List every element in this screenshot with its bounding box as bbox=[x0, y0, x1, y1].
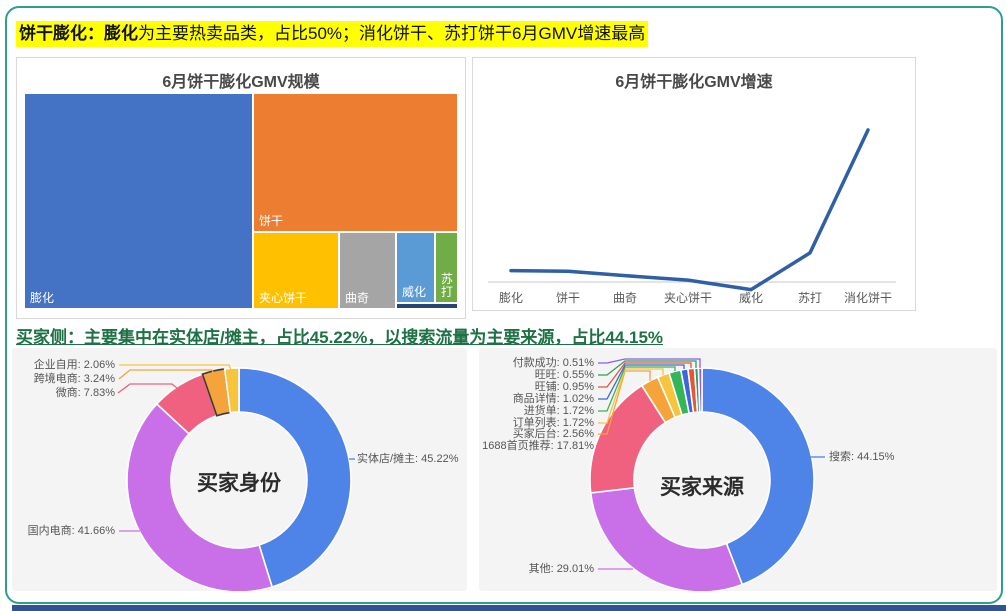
treemap-cell-label: 苏打 bbox=[441, 272, 454, 299]
donut-leader-line bbox=[117, 383, 178, 394]
donut-leader-line bbox=[598, 360, 697, 376]
donut-leader-line bbox=[598, 362, 692, 388]
donut-label-搜索: 搜索: 44.15% bbox=[829, 451, 895, 463]
treemap-cell-苏打: 苏打 bbox=[436, 233, 457, 302]
x-axis-tick-label: 饼干 bbox=[556, 291, 580, 305]
donut-label-微商: 微商: 7.83% bbox=[55, 387, 115, 399]
headline-biscuit-summary: 饼干膨化：膨化为主要热卖品类，占比50%；消化饼干、苏打饼干6月GMV增速最高 bbox=[16, 21, 649, 47]
donut-leader-line bbox=[595, 435, 614, 447]
donut-segment-实体店/摊主 bbox=[238, 367, 352, 588]
donut-label-1688首页推荐: 1688首页推荐: 17.81% bbox=[482, 440, 594, 452]
headline-rest-part: 为主要热卖品类，占比50%；消化饼干、苏打饼干6月GMV增速最高 bbox=[138, 24, 646, 43]
treemap-cell-label: 膨化 bbox=[30, 291, 55, 305]
treemap-title: 6月饼干膨化GMV规模 bbox=[162, 74, 320, 91]
donut-leader-line bbox=[598, 364, 685, 400]
treemap-cell-曲奇: 曲奇 bbox=[340, 233, 395, 308]
donut-segment-其他 bbox=[589, 486, 744, 591]
gmv-growth-line bbox=[509, 128, 870, 292]
report-page: 饼干膨化：膨化为主要热卖品类，占比50%；消化饼干、苏打饼干6月GMV增速最高 … bbox=[5, 6, 1003, 604]
donut-label-旺旺: 旺旺: 0.55% bbox=[534, 369, 594, 381]
buyer-source-donut-panel: 买家来源 搜索: 44.15% 其他: 29.01% 1688首页推荐: 17.81… bbox=[479, 348, 997, 591]
donut-leader-line bbox=[598, 358, 701, 368]
treemap-cell-膨化: 膨化 bbox=[25, 94, 252, 308]
donut-segment-企业自用 bbox=[223, 367, 240, 414]
donut-leader-line bbox=[598, 368, 664, 424]
treemap-cell-夹心饼干: 夹心饼干 bbox=[254, 233, 338, 308]
next-section-edge-bar bbox=[12, 605, 1006, 611]
donut-label-其他: 其他: 29.01% bbox=[528, 563, 594, 575]
buyer-source-center-title: 买家来源 bbox=[660, 476, 744, 499]
donut-segment-付款成功 bbox=[697, 367, 703, 413]
line-chart-card: 6月饼干膨化GMV增速 膨化 饼干 曲奇 夹心饼干 威化 苏打 消化饼干 bbox=[472, 57, 916, 311]
donut-leader-line bbox=[118, 369, 215, 380]
donut-label-商品详情: 商品详情: 1.02% bbox=[512, 393, 594, 405]
buyer-identity-center-title: 买家身份 bbox=[197, 472, 281, 495]
x-axis-tick-label: 夹心饼干 bbox=[664, 291, 712, 305]
donut-label-买家后台: 买家后台: 2.56% bbox=[512, 428, 594, 440]
buyer-identity-donut bbox=[117, 364, 355, 591]
treemap-plot: 膨化 饼干夹心饼干 曲奇 威化 苏打 bbox=[25, 94, 457, 310]
x-axis-tick-label: 膨化 bbox=[499, 291, 523, 305]
treemap-cell bbox=[397, 304, 457, 308]
donut-label-订单列表: 订单列表: 1.72% bbox=[512, 417, 594, 429]
buyer-source-donut bbox=[589, 358, 825, 591]
line-chart-title: 6月饼干膨化GMV增速 bbox=[615, 74, 773, 91]
line-chart-plot: 膨化 饼干 曲奇 夹心饼干 威化 苏打 消化饼干 bbox=[488, 128, 896, 305]
donut-label-付款成功: 付款成功: 0.51% bbox=[512, 357, 594, 369]
donut-segment-搜索 bbox=[701, 367, 815, 586]
headline-bold-part: 饼干膨化：膨化 bbox=[19, 24, 138, 43]
donut-label-跨境电商: 跨境电商: 3.24% bbox=[33, 373, 115, 385]
treemap-chart-card: 6月饼干膨化GMV规模 膨化 饼干夹心饼干 曲奇 威化 苏打 bbox=[16, 57, 466, 319]
x-axis-tick-label: 威化 bbox=[739, 291, 763, 305]
donut-label-实体店/摊主: 实体店/摊主: 45.22% bbox=[357, 453, 459, 465]
donut-label-国内电商: 国内电商: 41.66% bbox=[27, 525, 115, 537]
donut-label-旺铺: 旺铺: 0.95% bbox=[534, 381, 594, 393]
treemap-cell-威化: 威化 bbox=[397, 233, 434, 302]
treemap-cell-label: 饼干 bbox=[259, 214, 284, 228]
treemap-cell-饼干: 饼干 bbox=[254, 94, 457, 231]
treemap-cell-label: 曲奇 bbox=[345, 291, 370, 305]
treemap-cell-label: 夹心饼干 bbox=[259, 291, 308, 305]
donut-label-进货单: 进货单: 1.72% bbox=[523, 405, 594, 417]
buyer-identity-donut-panel: 买家身份 实体店/摊主: 45.22% 国内电商: 41.66% 微商: 7.83%… bbox=[12, 348, 467, 591]
x-axis-tick-label: 苏打 bbox=[798, 291, 822, 305]
donut-segment-国内电商 bbox=[126, 402, 274, 591]
donut-label-企业自用: 企业自用: 2.06% bbox=[33, 359, 115, 371]
donut-leader-line bbox=[598, 366, 676, 412]
treemap-cell-label: 威化 bbox=[402, 285, 427, 299]
headline-buyer-summary: 买家侧：主要集中在实体店/摊主，占比45.22%，以搜索流量为主要来源，占比44… bbox=[16, 328, 664, 347]
x-axis-tick-label: 消化饼干 bbox=[844, 291, 892, 305]
x-axis-tick-label: 曲奇 bbox=[613, 291, 637, 305]
donut-leader-line bbox=[119, 364, 232, 371]
